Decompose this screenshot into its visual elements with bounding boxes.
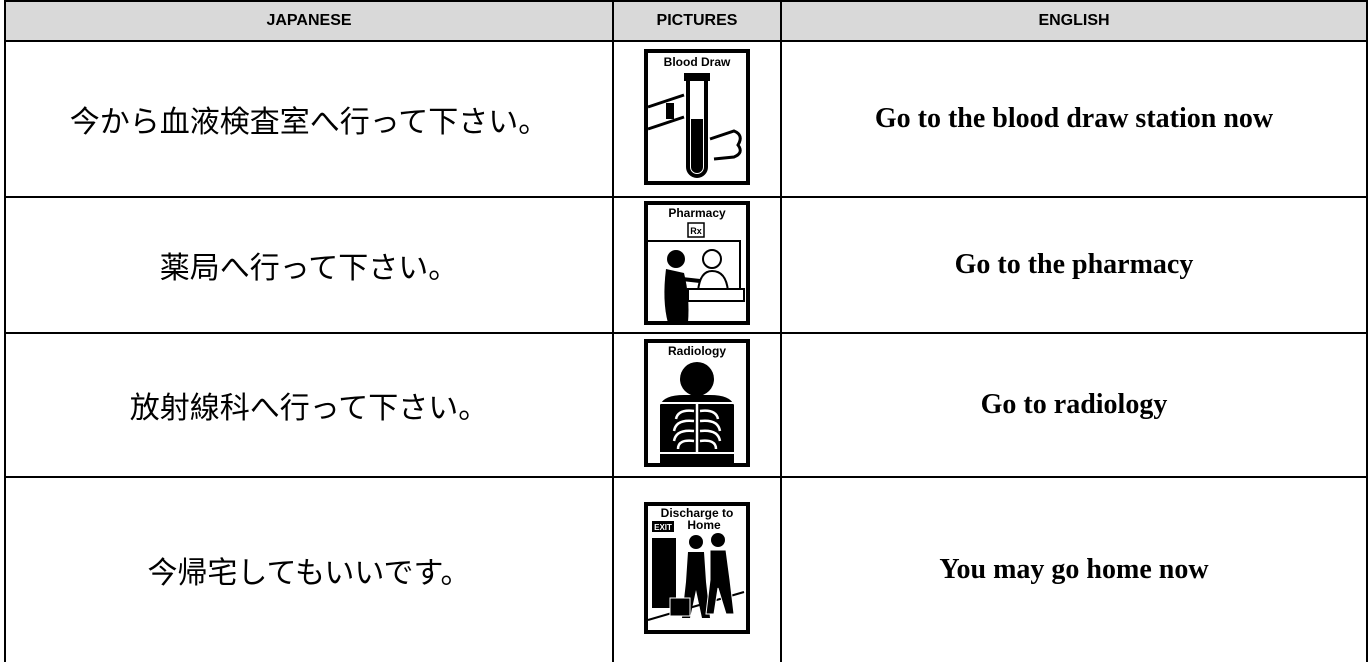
english: You may go home now xyxy=(780,476,1368,662)
picture-cell: Radiology xyxy=(612,332,782,478)
radiology-icon: Radiology xyxy=(644,338,750,467)
row: 薬局へ行って下さい。 Pharmacy Rx Go to the pharmac… xyxy=(4,196,1368,334)
phrase-table: JAPANESE PICTURES ENGLISH 今から血液検査室へ行って下さ… xyxy=(4,0,1368,662)
japanese: 今帰宅してもいいです。 xyxy=(4,476,614,662)
picture-cell: Pharmacy Rx xyxy=(612,196,782,334)
japanese: 放射線科へ行って下さい。 xyxy=(4,332,614,478)
header-row: JAPANESE PICTURES ENGLISH xyxy=(4,0,1368,42)
header-cell: ENGLISH xyxy=(780,0,1368,42)
row: 今帰宅してもいいです。 Discharge to Home EXIT You m… xyxy=(4,476,1368,662)
english: Go to radiology xyxy=(780,332,1368,478)
header-cell: JAPANESE xyxy=(4,0,614,42)
english: Go to the pharmacy xyxy=(780,196,1368,334)
pharmacy-icon: Pharmacy Rx xyxy=(644,200,750,325)
picture-label: Discharge to xyxy=(661,506,734,520)
picture-sign: EXIT xyxy=(654,523,672,532)
blood-draw-icon: Blood Draw xyxy=(644,48,750,185)
picture-label: Pharmacy xyxy=(668,206,726,220)
japanese: 薬局へ行って下さい。 xyxy=(4,196,614,334)
picture-cell: Discharge to Home EXIT xyxy=(612,476,782,662)
discharge-icon: Discharge to Home EXIT xyxy=(644,501,750,634)
row: 今から血液検査室へ行って下さい。 Blood Draw Go to the bl… xyxy=(4,40,1368,198)
picture-label: Blood Draw xyxy=(664,55,731,69)
picture-sign: Rx xyxy=(690,226,702,236)
english: Go to the blood draw station now xyxy=(780,40,1368,198)
row: 放射線科へ行って下さい。 Radiology Go to radiology xyxy=(4,332,1368,478)
picture-cell: Blood Draw xyxy=(612,40,782,198)
header-cell: PICTURES xyxy=(612,0,782,42)
japanese: 今から血液検査室へ行って下さい。 xyxy=(4,40,614,198)
picture-label: Home xyxy=(687,518,721,532)
picture-label: Radiology xyxy=(668,344,726,358)
